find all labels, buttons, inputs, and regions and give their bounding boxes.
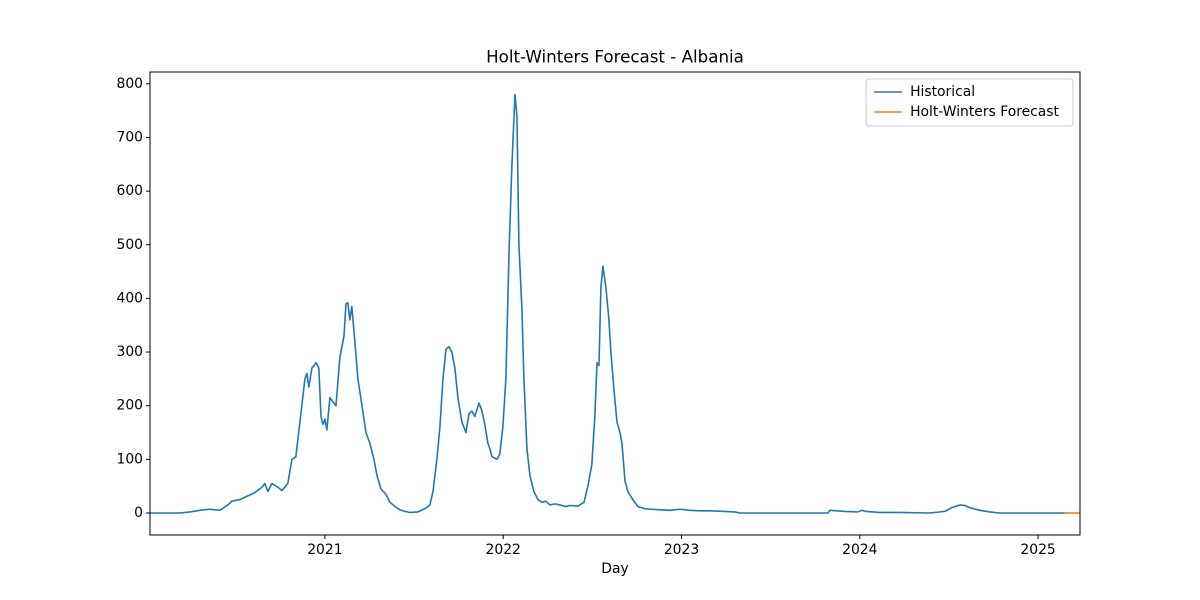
x-tick-label: 2024 bbox=[842, 542, 878, 558]
y-tick-label: 500 bbox=[116, 237, 143, 253]
axes-frame bbox=[149, 71, 1081, 536]
plot-area bbox=[150, 93, 1080, 514]
y-tick-label: 300 bbox=[116, 344, 143, 360]
legend-label: Historical bbox=[910, 84, 975, 100]
x-tick-label: 2025 bbox=[1020, 542, 1055, 558]
x-tick-label: 2023 bbox=[664, 542, 699, 558]
y-tick-label: 100 bbox=[116, 451, 143, 467]
x-tick-label: 2021 bbox=[307, 542, 342, 558]
x-tick-label: 2022 bbox=[486, 542, 521, 558]
y-tick-label: 800 bbox=[116, 76, 143, 92]
y-tick-label: 400 bbox=[116, 290, 143, 306]
legend: Historical Holt-Winters Forecast bbox=[865, 78, 1074, 127]
legend-label: Holt-Winters Forecast bbox=[910, 104, 1059, 120]
y-tick-label: 700 bbox=[116, 129, 143, 145]
y-tick-label: 600 bbox=[116, 183, 143, 199]
series-line bbox=[150, 93, 1065, 514]
chart-title: Holt-Winters Forecast - Albania bbox=[486, 47, 744, 67]
legend-box bbox=[865, 78, 1074, 127]
y-tick-label: 200 bbox=[116, 398, 143, 414]
x-axis-label: Day bbox=[601, 561, 628, 577]
y-tick-label: 0 bbox=[134, 505, 143, 521]
